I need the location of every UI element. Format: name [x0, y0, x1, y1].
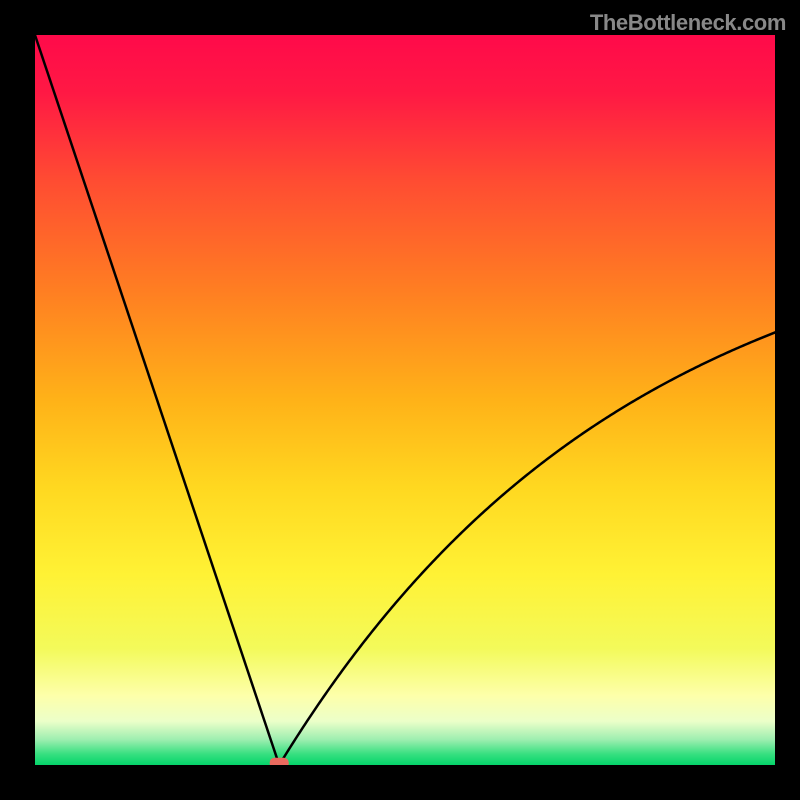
- minimum-marker: [270, 758, 289, 768]
- bottleneck-chart: [0, 0, 800, 800]
- plot-background: [35, 35, 775, 765]
- chart-frame: TheBottleneck.com: [0, 0, 800, 800]
